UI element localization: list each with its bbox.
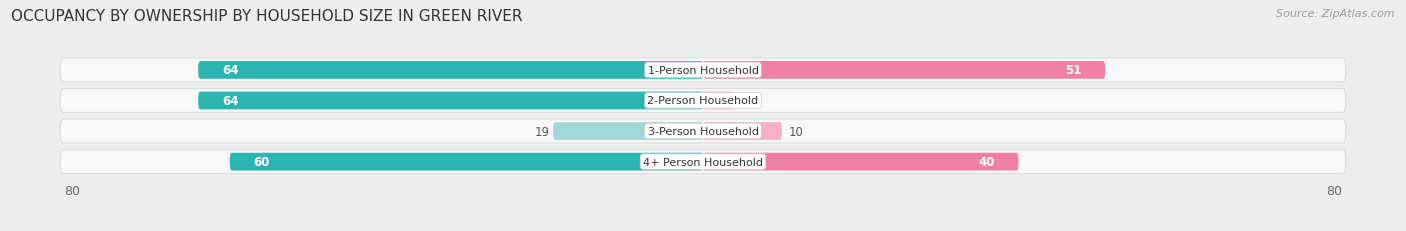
FancyBboxPatch shape	[198, 62, 703, 79]
Text: 51: 51	[1066, 64, 1081, 77]
Text: 2-Person Household: 2-Person Household	[647, 96, 759, 106]
Text: 4: 4	[741, 94, 748, 107]
FancyBboxPatch shape	[60, 120, 1346, 143]
FancyBboxPatch shape	[703, 153, 1018, 171]
Text: 3-Person Household: 3-Person Household	[648, 127, 758, 137]
Text: 40: 40	[979, 155, 995, 168]
FancyBboxPatch shape	[703, 92, 734, 110]
Text: OCCUPANCY BY OWNERSHIP BY HOUSEHOLD SIZE IN GREEN RIVER: OCCUPANCY BY OWNERSHIP BY HOUSEHOLD SIZE…	[11, 9, 523, 24]
FancyBboxPatch shape	[60, 150, 1346, 174]
Text: 19: 19	[534, 125, 550, 138]
FancyBboxPatch shape	[60, 89, 1346, 113]
FancyBboxPatch shape	[703, 62, 1105, 79]
Text: 1-Person Household: 1-Person Household	[648, 66, 758, 76]
Text: 10: 10	[789, 125, 803, 138]
FancyBboxPatch shape	[229, 153, 703, 171]
Text: 60: 60	[253, 155, 270, 168]
Text: Source: ZipAtlas.com: Source: ZipAtlas.com	[1277, 9, 1395, 19]
FancyBboxPatch shape	[60, 59, 1346, 82]
Text: 64: 64	[222, 64, 239, 77]
FancyBboxPatch shape	[198, 92, 703, 110]
FancyBboxPatch shape	[553, 123, 703, 140]
Text: 64: 64	[222, 94, 239, 107]
FancyBboxPatch shape	[703, 123, 782, 140]
Text: 4+ Person Household: 4+ Person Household	[643, 157, 763, 167]
